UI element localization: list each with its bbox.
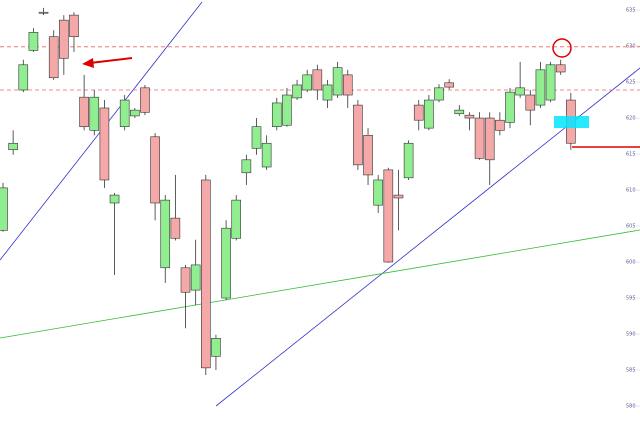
candle-body <box>140 87 150 113</box>
candle-body <box>373 179 383 206</box>
candle-body <box>130 109 140 117</box>
candle-body <box>48 36 59 79</box>
candle-body <box>454 109 465 115</box>
candle-body <box>180 267 191 293</box>
candle-body <box>119 99 130 127</box>
candle-body <box>383 169 394 263</box>
candle-body <box>464 114 475 119</box>
y-tick-label: 635 <box>626 8 636 14</box>
candle-body <box>545 64 556 101</box>
candle-body <box>505 91 515 123</box>
candle-body <box>363 135 373 176</box>
candle-body <box>484 117 495 161</box>
candle-body <box>474 117 485 159</box>
candle-body <box>525 94 536 111</box>
candle-body <box>99 107 110 181</box>
candle-body <box>211 338 221 357</box>
candle-body <box>251 126 262 149</box>
candle-body <box>38 11 49 14</box>
candle-body <box>515 87 525 96</box>
candle-body <box>434 87 444 101</box>
trendline <box>0 229 640 339</box>
candle-body <box>160 199 171 269</box>
candle-body <box>555 64 566 73</box>
candle-body <box>322 84 333 101</box>
y-tick-label: 590 <box>626 332 636 338</box>
marker-circle <box>552 38 572 58</box>
candle-body <box>393 194 404 199</box>
candle-body <box>271 102 282 127</box>
candle-body <box>403 142 414 179</box>
candle-body <box>150 136 160 204</box>
candle-body <box>282 94 292 126</box>
y-tick-label: 615 <box>626 152 636 158</box>
candle-body <box>79 96 89 127</box>
candle-body <box>0 187 8 231</box>
candle-body <box>221 227 231 299</box>
candle-body <box>241 159 252 174</box>
candle-body <box>261 142 272 168</box>
candle-body <box>444 82 454 88</box>
candle-body <box>535 69 546 106</box>
candle-body <box>231 199 242 239</box>
candle-body <box>413 104 424 121</box>
candle-body <box>28 32 39 51</box>
y-tick-label: 585 <box>626 368 636 374</box>
candle-body <box>89 96 100 131</box>
candle-body <box>8 142 18 151</box>
candle-body <box>59 19 69 59</box>
y-tick-label: 600 <box>626 260 636 266</box>
y-tick-label: 625 <box>626 80 636 86</box>
arrow-shaft <box>89 57 133 64</box>
candle-body <box>332 67 343 96</box>
y-tick-label: 610 <box>626 188 636 194</box>
candle-body <box>342 74 353 96</box>
candle-body <box>353 104 363 166</box>
y-tick-label: 595 <box>626 296 636 302</box>
candle-body <box>495 119 505 131</box>
candle-body <box>302 74 313 91</box>
candle-body <box>69 14 79 38</box>
y-tick-label: 620 <box>626 116 636 122</box>
candle-body <box>190 264 201 291</box>
arrow-head <box>82 58 94 68</box>
candle-body <box>170 217 181 239</box>
candle-body <box>109 194 120 204</box>
candle-body <box>201 179 211 369</box>
candle-body <box>292 84 302 99</box>
y-tick-label: 580 <box>626 404 636 410</box>
candle-body <box>18 64 29 91</box>
candle-body <box>424 99 434 129</box>
candle-body <box>312 69 323 91</box>
highlight-box <box>554 116 589 128</box>
y-tick-label: 605 <box>626 224 636 230</box>
